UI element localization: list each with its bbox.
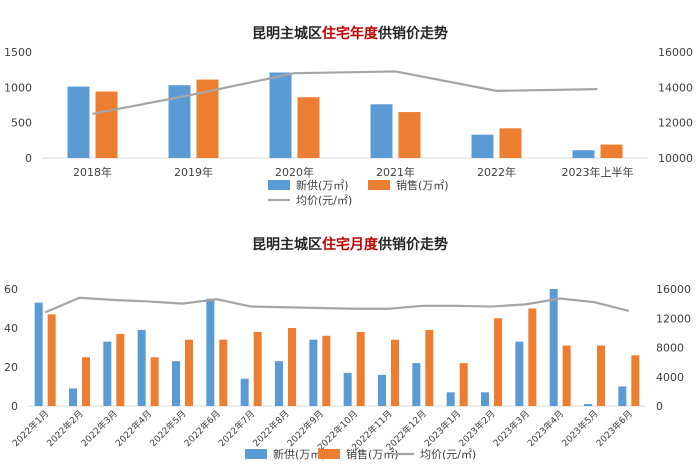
sales-bar bbox=[322, 335, 331, 406]
sales-bar bbox=[288, 328, 296, 406]
supply-bar bbox=[275, 361, 283, 406]
sales-bar bbox=[499, 128, 522, 158]
sales-bar bbox=[150, 357, 159, 406]
y-tick-label: 1500 bbox=[4, 46, 32, 59]
supply-bar bbox=[67, 86, 90, 158]
supply-bar bbox=[69, 388, 77, 406]
y2-tick-label: 12000 bbox=[658, 117, 693, 130]
legend-label: 销售(万㎡) bbox=[396, 178, 449, 192]
supply-bar bbox=[471, 134, 494, 158]
supply-bar bbox=[168, 85, 191, 158]
y2-tick-label: 16000 bbox=[658, 46, 693, 59]
legend-label: 均价(元/㎡) bbox=[296, 194, 352, 207]
supply-bar bbox=[370, 104, 393, 158]
supply-bar bbox=[515, 341, 524, 406]
y2-tick-label: 16000 bbox=[656, 283, 691, 296]
sales-bar bbox=[600, 144, 623, 158]
y-tick-label: 60 bbox=[4, 283, 18, 296]
sales-bar bbox=[459, 363, 468, 406]
sales-bar bbox=[196, 79, 219, 158]
supply-bar bbox=[137, 329, 146, 406]
sales-bar bbox=[47, 314, 56, 406]
x-tick-label: 2021年 bbox=[376, 165, 415, 179]
chart-title-highlight: 住宅月度 bbox=[322, 236, 379, 253]
supply-bar bbox=[240, 378, 249, 406]
chart-title: 昆明主城区住宅年度供销价走势 bbox=[252, 25, 448, 42]
y-tick-label: 20 bbox=[4, 361, 18, 374]
legend-swatch-supply bbox=[268, 180, 290, 190]
y-tick-label: 0 bbox=[25, 152, 32, 165]
y-tick-label: 0 bbox=[11, 400, 18, 413]
supply-bar bbox=[309, 339, 318, 406]
y2-tick-label: 8000 bbox=[656, 342, 684, 355]
supply-bar bbox=[34, 302, 43, 406]
supply-bar bbox=[378, 374, 386, 406]
sales-bar bbox=[391, 339, 399, 406]
sales-bar bbox=[562, 345, 571, 406]
legend-label: 新供(万㎡) bbox=[273, 447, 326, 461]
legend-label: 均价(元/㎡) bbox=[420, 448, 476, 461]
annual-chart: 昆明主城区住宅年度供销价走势 0 500 1000 1500 10000 12000 1400… bbox=[4, 25, 693, 207]
legend-swatch-sales bbox=[318, 449, 340, 459]
sales-bar bbox=[528, 308, 537, 406]
sales-bar bbox=[82, 357, 90, 406]
supply-bar bbox=[343, 372, 352, 406]
sales-bar bbox=[597, 345, 605, 406]
supply-bar bbox=[172, 361, 180, 406]
monthly-chart: 昆明主城区住宅月度供销价走势 0 20 40 60 0 4000 8000 12000 16000… bbox=[4, 236, 691, 461]
chart-title: 昆明主城区住宅月度供销价走势 bbox=[252, 236, 448, 253]
supply-bar bbox=[549, 289, 558, 406]
x-tick-label: 2018年 bbox=[73, 165, 112, 179]
sales-bar bbox=[494, 318, 502, 406]
sales-bar bbox=[185, 339, 193, 406]
supply-bar bbox=[103, 341, 112, 406]
supply-bar bbox=[481, 392, 489, 406]
sales-bar bbox=[398, 112, 421, 158]
price-line bbox=[44, 296, 630, 314]
x-tick-label: 2023年上半年 bbox=[562, 165, 634, 179]
y2-tick-label: 0 bbox=[656, 400, 663, 413]
y-tick-label: 500 bbox=[11, 117, 32, 130]
legend-label: 销售(万㎡) bbox=[346, 447, 399, 461]
legend-swatch-sales bbox=[368, 180, 390, 190]
chart-title-prefix: 昆明主城区 bbox=[252, 25, 322, 42]
supply-bar bbox=[572, 150, 595, 158]
chart-title-suffix: 供销价走势 bbox=[377, 236, 448, 253]
supply-bar bbox=[412, 363, 421, 406]
sales-bar bbox=[219, 339, 228, 406]
x-tick-label: 2023年6月 bbox=[593, 408, 634, 449]
sales-bar bbox=[425, 329, 434, 406]
legend-label: 新供(万㎡) bbox=[296, 178, 349, 192]
legend-swatch-supply bbox=[245, 449, 267, 459]
x-tick-label: 2019年 bbox=[174, 165, 213, 179]
chart-title-prefix: 昆明主城区 bbox=[252, 236, 322, 253]
y2-tick-label: 10000 bbox=[658, 152, 693, 165]
sales-bar bbox=[253, 331, 262, 406]
y2-tick-label: 14000 bbox=[658, 81, 693, 94]
sales-bar bbox=[631, 355, 640, 406]
sales-bar bbox=[116, 333, 125, 406]
y2-tick-label: 12000 bbox=[656, 312, 691, 325]
y-tick-label: 1000 bbox=[4, 81, 32, 94]
sales-bar bbox=[297, 97, 320, 158]
supply-bar bbox=[446, 392, 455, 406]
price-line bbox=[92, 70, 598, 115]
supply-bar bbox=[584, 404, 592, 406]
sales-bar bbox=[95, 91, 118, 158]
x-tick-label: 2022年 bbox=[477, 165, 516, 179]
y-tick-label: 40 bbox=[4, 322, 18, 335]
chart-title-highlight: 住宅年度 bbox=[322, 25, 379, 42]
y2-tick-label: 4000 bbox=[656, 371, 684, 384]
x-tick-label: 2020年 bbox=[275, 165, 314, 179]
sales-bar bbox=[356, 331, 365, 406]
supply-bar bbox=[206, 298, 215, 406]
supply-bar bbox=[618, 386, 627, 406]
chart-title-suffix: 供销价走势 bbox=[377, 25, 448, 42]
supply-bar bbox=[269, 72, 292, 158]
